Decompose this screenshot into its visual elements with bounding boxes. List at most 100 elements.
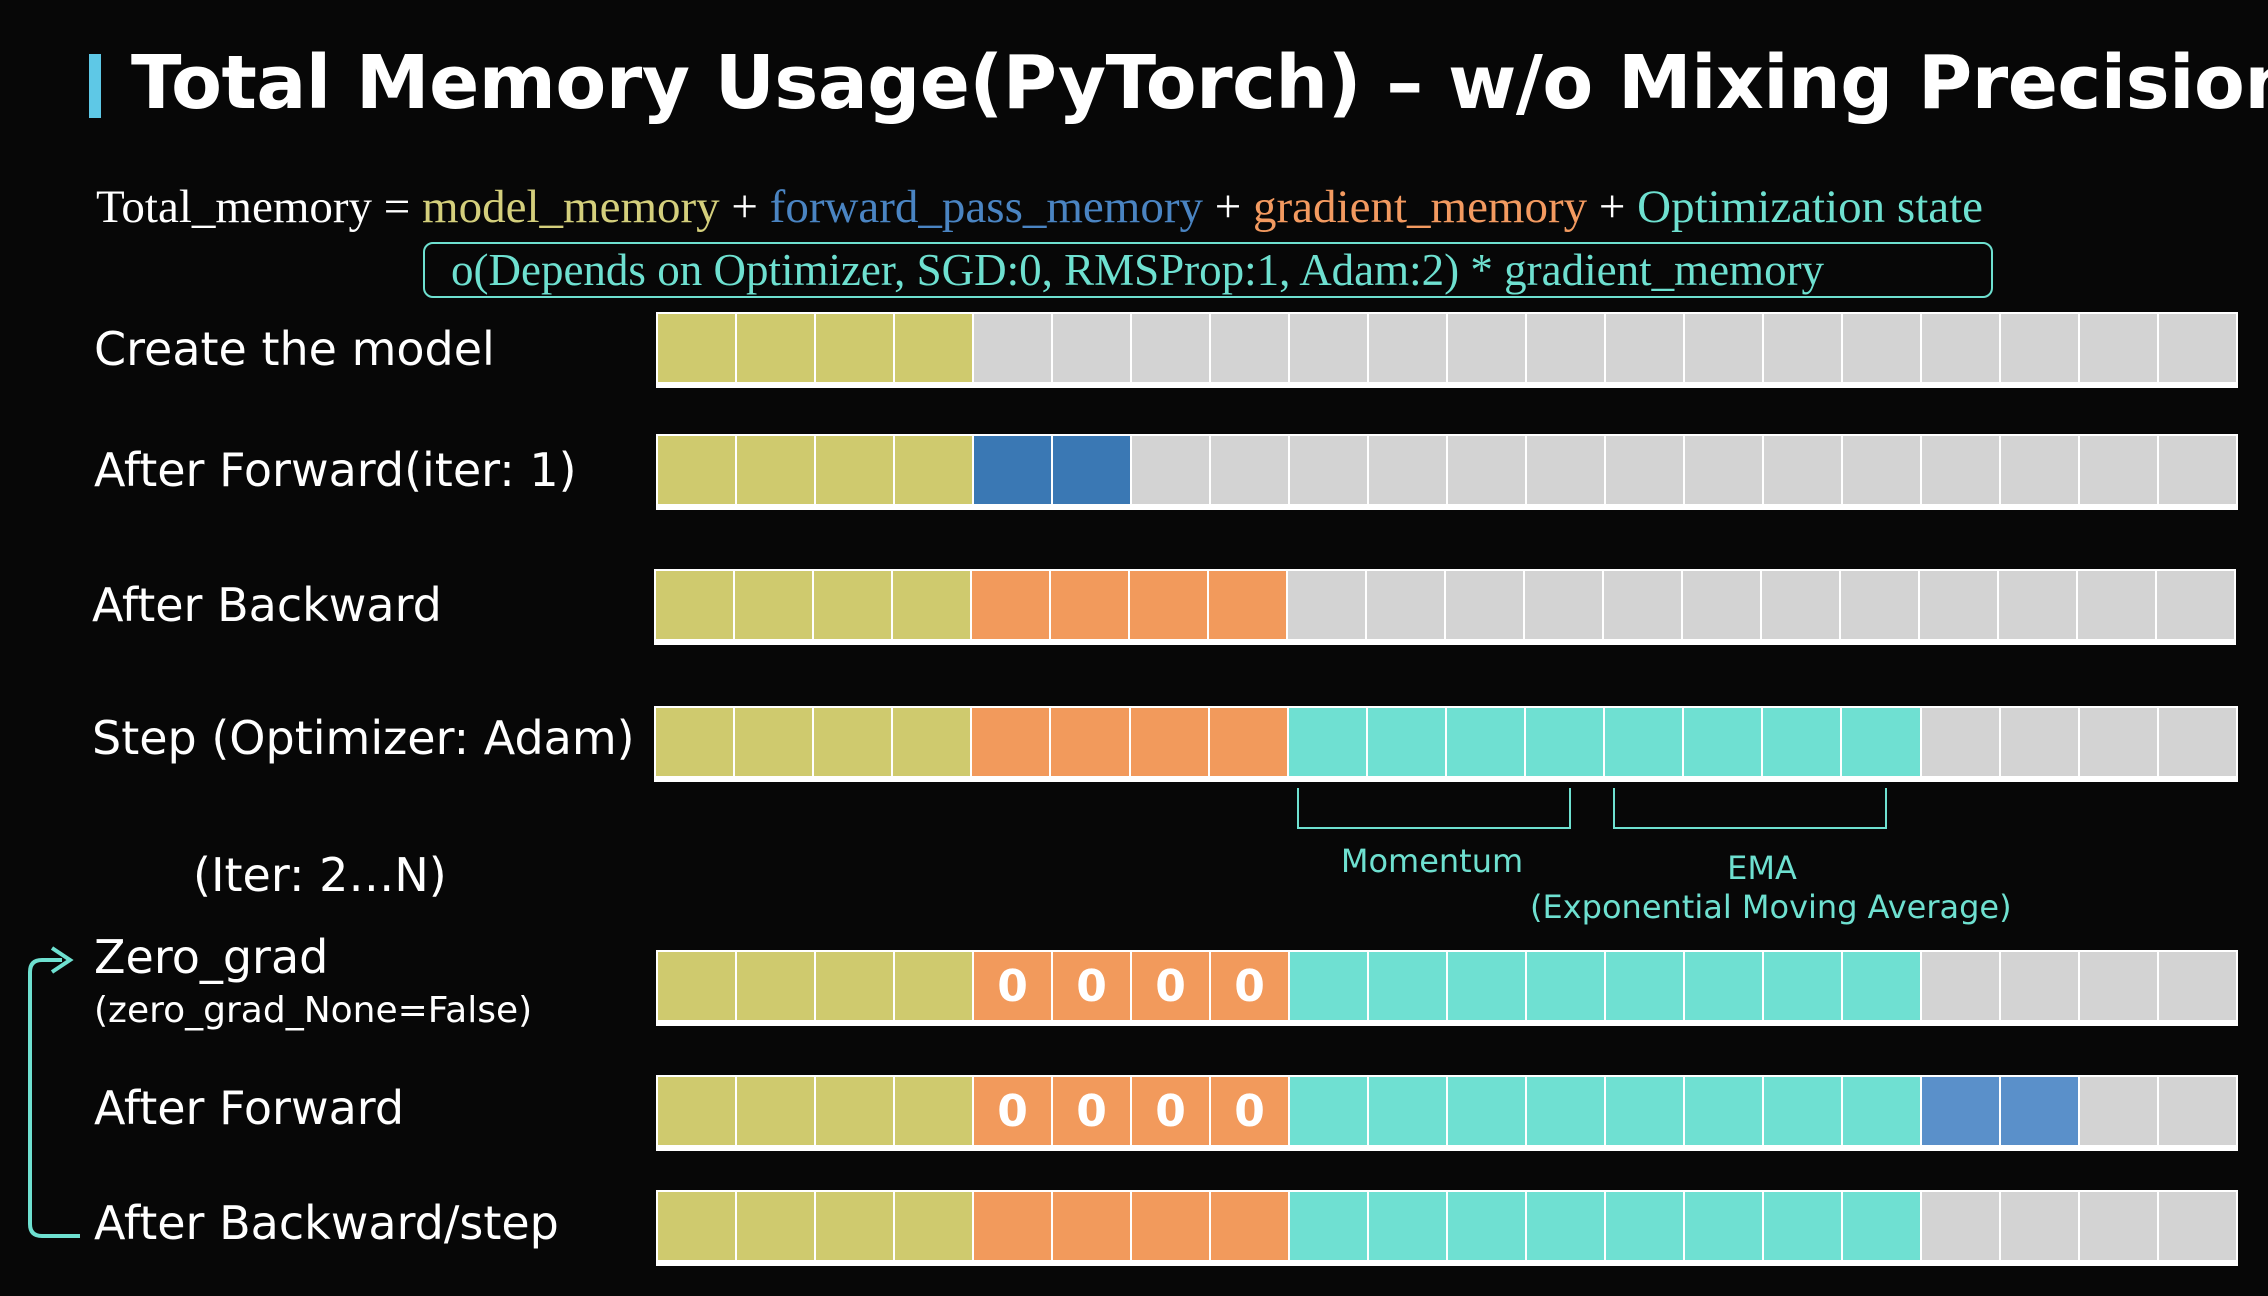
memory-cell-free [1290,436,1367,504]
memory-cell-gradient [1209,708,1287,776]
memory-cell-model [737,314,814,382]
memory-cell-free [1604,571,1681,639]
ema-subtitle: (Exponential Moving Average) [1530,888,2012,926]
memory-cell-free [2159,436,2236,504]
memory-cell-optimizer [1605,708,1683,776]
memory-cell-free [2157,571,2234,639]
memory-cell-free [1762,571,1839,639]
memory-cell-optimizer [1527,952,1604,1020]
memory-cell-optimizer [1685,1192,1762,1260]
memory-cell-optimizer [1367,708,1445,776]
memory-cell-model [656,708,734,776]
memory-cell-optimizer [1764,1077,1841,1145]
memory-cell-optimizer [1369,952,1446,1020]
memory-cell-model [658,436,735,504]
memory-cell-free [2080,314,2157,382]
memory-cell-model [895,314,972,382]
memory-cell-optimizer [1843,1077,1920,1145]
memory-cell-free [1922,436,1999,504]
memory-cell-free [2159,1077,2236,1145]
ema-label: EMA [1727,849,1797,887]
memory-bar-create-model [656,312,2238,388]
memory-cell-free [1843,314,1920,382]
memory-cell-model [816,1077,893,1145]
memory-cell-free [1922,952,1999,1020]
memory-cell-model [816,952,893,1020]
memory-cell-free [1527,314,1604,382]
memory-cell-gradient: 0 [1053,952,1130,1020]
memory-cell-free [1920,571,1997,639]
memory-cell-gradient [974,1192,1051,1260]
memory-cell-free [1367,571,1444,639]
memory-cell-free [1606,314,1683,382]
formula-plus: + [719,181,770,233]
memory-cell-optimizer [1527,1192,1604,1260]
memory-cell-free [2159,952,2236,1020]
memory-cell-optimizer [1448,952,1525,1020]
memory-cell-gradient [1130,708,1208,776]
memory-cell-free [1369,436,1446,504]
loop-arrow [28,958,80,1238]
formula-plus: + [1587,181,1638,233]
memory-cell-optimizer [1446,708,1525,776]
memory-cell-free [1288,571,1365,639]
memory-cell-gradient [1132,1192,1209,1260]
iter-range-label: (Iter: 2…N) [193,848,447,902]
memory-cell-free [2159,1192,2236,1260]
memory-cell-optimizer [1685,952,1762,1020]
memory-cell-free [1290,314,1367,382]
memory-cell-free [1606,436,1683,504]
memory-cell-optimizer [1290,952,1367,1020]
memory-cell-forward-light [1922,1077,1999,1145]
memory-cell-free [1448,436,1525,504]
row-label-after-backward-step: After Backward/step [94,1196,559,1250]
memory-cell-optimizer [1448,1192,1525,1260]
memory-cell-optimizer [1764,952,1841,1020]
memory-cell-optimizer [1290,1192,1367,1260]
memory-cell-free [1448,314,1525,382]
memory-cell-model [737,436,814,504]
memory-cell-optimizer [1369,1077,1446,1145]
memory-cell-gradient [1209,571,1286,639]
memory-cell-optimizer [1526,708,1604,776]
memory-cell-gradient [1211,1192,1288,1260]
memory-cell-free [1053,314,1130,382]
memory-cell-free [2001,1192,2078,1260]
memory-cell-gradient: 0 [1132,1077,1209,1145]
row-label-zero-grad: Zero_grad [94,930,329,984]
memory-cell-model [814,571,891,639]
memory-cell-model [656,571,733,639]
memory-cell-model [895,952,972,1020]
memory-bar-step-adam [654,706,2238,782]
memory-cell-model [895,436,972,504]
memory-cell-model [735,571,812,639]
memory-cell-free [2080,436,2157,504]
memory-cell-free [2079,708,2157,776]
memory-cell-free [1921,708,1999,776]
memory-cell-free [2001,952,2078,1020]
formula-forward-memory: forward_pass_memory [769,181,1203,233]
memory-cell-free [1211,436,1288,504]
memory-cell-gradient: 0 [1132,952,1209,1020]
memory-cell-optimizer [1842,708,1920,776]
row-label-after-backward: After Backward [92,578,442,632]
memory-cell-free [1922,314,1999,382]
formula-model-memory: model_memory [422,181,720,233]
memory-cell-free [1685,314,1762,382]
memory-cell-free [1527,436,1604,504]
memory-cell-free [2080,1192,2157,1260]
memory-cell-free [2080,1077,2157,1145]
memory-cell-free [1841,571,1918,639]
loop-arrow-head [50,946,74,974]
memory-cell-forward-light [2001,1077,2078,1145]
memory-cell-forward [1053,436,1130,504]
memory-cell-free [1764,436,1841,504]
memory-cell-free [1683,571,1760,639]
formula-optimization-state: Optimization state [1637,181,1984,233]
memory-cell-model [737,952,814,1020]
memory-cell-optimizer [1843,1192,1920,1260]
memory-cell-gradient [972,708,1050,776]
memory-cell-model [895,1077,972,1145]
memory-cell-gradient [1051,571,1128,639]
